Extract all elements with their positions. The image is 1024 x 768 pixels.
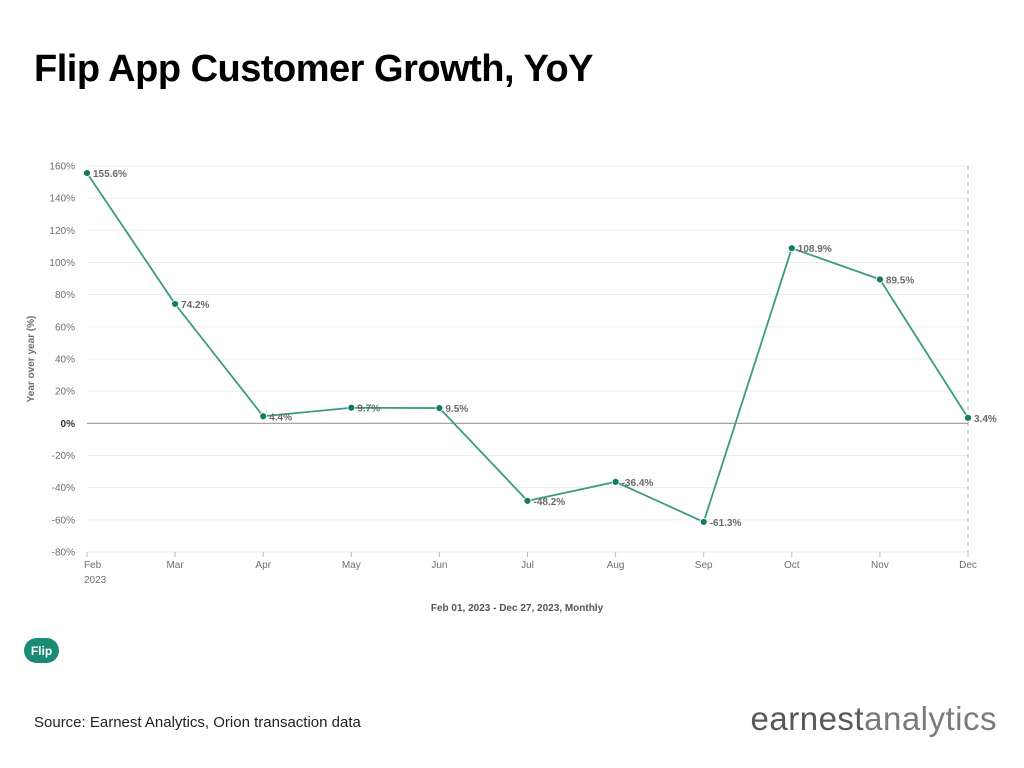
page-title: Flip App Customer Growth, YoY	[34, 48, 594, 90]
x-tick-label: Aug	[607, 560, 625, 571]
line-chart: -80% -60% -40% -20% 0% 20% 40% 60% 80% 100% 120% 14…	[26, 162, 997, 615]
y-tick-label: -40%	[52, 483, 75, 494]
data-label: -61.3%	[710, 518, 742, 529]
data-label: 89.5%	[886, 275, 914, 286]
source-note: Source: Earnest Analytics, Orion transac…	[34, 714, 361, 731]
y-tick-label: -20%	[52, 451, 75, 462]
y-tick-label: 120%	[49, 226, 75, 237]
data-point	[787, 244, 796, 253]
x-tick-label: Sep	[695, 560, 713, 571]
data-point	[699, 518, 708, 526]
y-axis: -80% -60% -40% -20% 0% 20% 40% 60% 80% 100% 120% 14…	[49, 162, 75, 559]
data-label: 155.6%	[93, 169, 127, 180]
data-label: 9.7%	[357, 404, 380, 415]
x-tick-label: Jun	[431, 560, 447, 571]
x-tick-label: Oct	[784, 560, 800, 571]
data-point	[523, 496, 532, 505]
data-label: -48.2%	[534, 497, 566, 508]
data-label: 74.2%	[181, 300, 209, 311]
data-labels: 155.6% 74.2% 4.4% 9.7% 9.5% -48.2% -36.4% -61.3…	[93, 169, 997, 529]
x-tick-label: Mar	[166, 560, 184, 571]
y-tick-label: -80%	[52, 548, 75, 559]
y-tick-label: 40%	[55, 355, 75, 366]
x-tick-label: Jul	[521, 560, 534, 571]
x-tick-label: May	[342, 560, 361, 571]
y-tick-label: 80%	[55, 290, 75, 301]
x-tick-label: Feb	[84, 560, 102, 571]
y-tick-label: 100%	[49, 258, 75, 269]
y-tick-label: 140%	[49, 194, 75, 205]
earnest-analytics-logo: earnestanalytics	[751, 700, 997, 738]
data-label: 108.9%	[798, 244, 832, 255]
y-tick-label: -60%	[52, 515, 75, 526]
legend-item-flip[interactable]: Flip	[24, 638, 59, 663]
grid-lines	[87, 165, 968, 553]
y-axis-title: Year over year (%)	[26, 316, 37, 403]
y-tick-label: 0%	[61, 419, 76, 430]
data-point	[611, 477, 620, 486]
data-point	[83, 169, 91, 177]
data-point	[876, 275, 884, 284]
y-tick-label: 20%	[55, 387, 75, 398]
data-label: 3.4%	[974, 414, 997, 425]
series-line-layer	[86, 172, 969, 523]
series-line-flip	[86, 172, 969, 523]
logo-text-earnest: earnest	[750, 700, 865, 737]
y-tick-label: 60%	[55, 322, 75, 333]
data-point	[171, 300, 180, 308]
data-label: -36.4%	[622, 478, 654, 489]
logo-text-analytics: analytics	[864, 700, 997, 737]
data-point	[435, 404, 444, 412]
data-point	[964, 413, 972, 422]
x-tick-sublabel: 2023	[84, 575, 107, 586]
x-tick-label: Dec	[959, 560, 977, 571]
data-point	[347, 403, 356, 412]
x-tick-label: Apr	[255, 560, 271, 571]
data-point	[259, 412, 268, 421]
data-label: 9.5%	[445, 404, 468, 415]
x-tick-label: Nov	[871, 560, 889, 571]
data-label: 4.4%	[269, 412, 292, 423]
x-axis: Feb Mar Apr May Jun Jul Aug Sep Oct Nov Dec 2023	[84, 552, 977, 586]
y-tick-label: 160%	[49, 162, 75, 173]
x-axis-title: Feb 01, 2023 - Dec 27, 2023, Monthly	[431, 603, 604, 614]
series-points	[83, 169, 972, 526]
